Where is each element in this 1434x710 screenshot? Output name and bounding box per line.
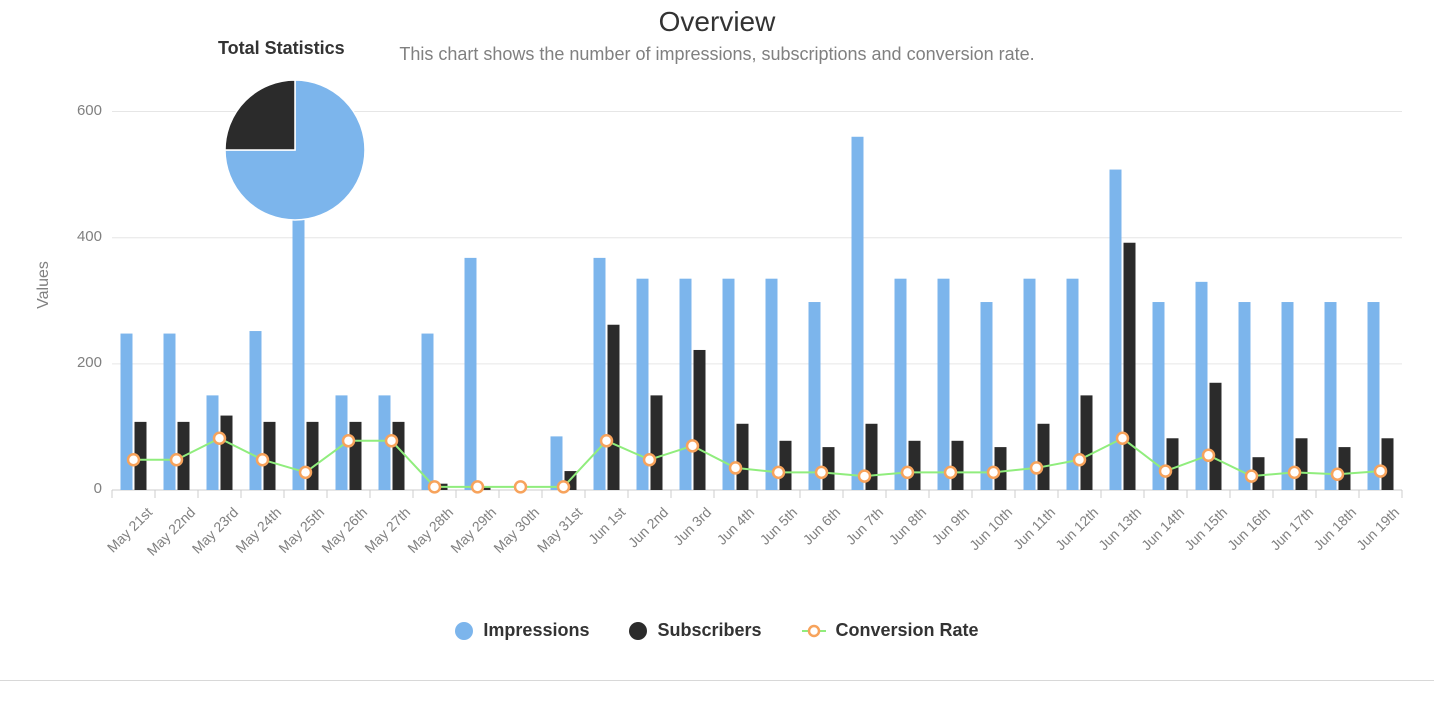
pie-title: Total Statistics [218, 38, 345, 59]
conversion-marker[interactable] [945, 467, 956, 478]
y-tick: 0 [52, 480, 102, 497]
subscribers-bar[interactable] [393, 422, 405, 490]
conversion-marker[interactable] [429, 481, 440, 492]
conversion-marker[interactable] [902, 467, 913, 478]
impressions-bar[interactable] [680, 279, 692, 490]
legend-item[interactable]: Subscribers [629, 620, 761, 641]
conversion-marker[interactable] [773, 467, 784, 478]
conversion-marker[interactable] [988, 467, 999, 478]
conversion-marker[interactable] [515, 481, 526, 492]
conversion-marker[interactable] [730, 462, 741, 473]
y-tick: 400 [52, 228, 102, 245]
impressions-bar[interactable] [293, 205, 305, 490]
subscribers-bar[interactable] [1210, 383, 1222, 490]
subscribers-bar[interactable] [780, 441, 792, 490]
conversion-marker[interactable] [343, 435, 354, 446]
conversion-marker[interactable] [128, 454, 139, 465]
impressions-bar[interactable] [1282, 302, 1294, 490]
legend-label: Subscribers [657, 620, 761, 641]
conversion-marker[interactable] [1332, 469, 1343, 480]
legend-item[interactable]: Conversion Rate [802, 620, 979, 641]
legend-label: Impressions [483, 620, 589, 641]
subscribers-bar[interactable] [1081, 395, 1093, 490]
subscribers-bar[interactable] [952, 441, 964, 490]
legend-line-marker-icon [802, 622, 826, 640]
conversion-marker[interactable] [1246, 471, 1257, 482]
conversion-marker[interactable] [300, 467, 311, 478]
impressions-bar[interactable] [1325, 302, 1337, 490]
conversion-marker[interactable] [859, 471, 870, 482]
legend-item[interactable]: Impressions [455, 620, 589, 641]
subscribers-bar[interactable] [221, 416, 233, 490]
subscribers-bar[interactable] [307, 422, 319, 490]
conversion-marker[interactable] [1203, 450, 1214, 461]
impressions-bar[interactable] [465, 258, 477, 490]
impressions-bar[interactable] [852, 137, 864, 490]
conversion-marker[interactable] [257, 454, 268, 465]
impressions-bar[interactable] [766, 279, 778, 490]
subscribers-bar[interactable] [1167, 438, 1179, 490]
impressions-bar[interactable] [1368, 302, 1380, 490]
footer-divider [0, 680, 1434, 681]
subscribers-bar[interactable] [1038, 424, 1050, 490]
impressions-bar[interactable] [723, 279, 735, 490]
subscribers-bar[interactable] [1382, 438, 1394, 490]
conversion-marker[interactable] [816, 467, 827, 478]
conversion-marker[interactable] [1160, 466, 1171, 477]
impressions-bar[interactable] [121, 334, 133, 490]
subscribers-bar[interactable] [909, 441, 921, 490]
subscribers-bar[interactable] [694, 350, 706, 490]
conversion-marker[interactable] [214, 433, 225, 444]
legend-swatch-icon [629, 622, 647, 640]
impressions-bar[interactable] [164, 334, 176, 490]
y-tick: 200 [52, 354, 102, 371]
conversion-marker[interactable] [1074, 454, 1085, 465]
legend-label: Conversion Rate [836, 620, 979, 641]
impressions-bar[interactable] [938, 279, 950, 490]
conversion-marker[interactable] [171, 454, 182, 465]
impressions-bar[interactable] [809, 302, 821, 490]
subscribers-bar[interactable] [350, 422, 362, 490]
impressions-bar[interactable] [981, 302, 993, 490]
conversion-marker[interactable] [644, 454, 655, 465]
conversion-marker[interactable] [472, 481, 483, 492]
conversion-marker[interactable] [1031, 462, 1042, 473]
chart-legend: Impressions Subscribers Conversion Rate [0, 620, 1434, 641]
impressions-bar[interactable] [594, 258, 606, 490]
subscribers-bar[interactable] [1124, 243, 1136, 490]
subscribers-bar[interactable] [608, 325, 620, 490]
y-tick: 600 [52, 102, 102, 119]
conversion-marker[interactable] [558, 481, 569, 492]
conversion-marker[interactable] [386, 435, 397, 446]
conversion-marker[interactable] [1117, 433, 1128, 444]
impressions-bar[interactable] [1239, 302, 1251, 490]
chart-canvas [0, 0, 1434, 710]
impressions-bar[interactable] [1024, 279, 1036, 490]
conversion-marker[interactable] [687, 440, 698, 451]
legend-swatch-icon [455, 622, 473, 640]
subscribers-bar[interactable] [1296, 438, 1308, 490]
impressions-bar[interactable] [895, 279, 907, 490]
subscribers-bar[interactable] [737, 424, 749, 490]
conversion-marker[interactable] [601, 435, 612, 446]
conversion-marker[interactable] [1289, 467, 1300, 478]
impressions-bar[interactable] [422, 334, 434, 490]
conversion-line[interactable] [134, 438, 1381, 487]
conversion-marker[interactable] [1375, 466, 1386, 477]
impressions-bar[interactable] [250, 331, 262, 490]
subscribers-bar[interactable] [651, 395, 663, 490]
